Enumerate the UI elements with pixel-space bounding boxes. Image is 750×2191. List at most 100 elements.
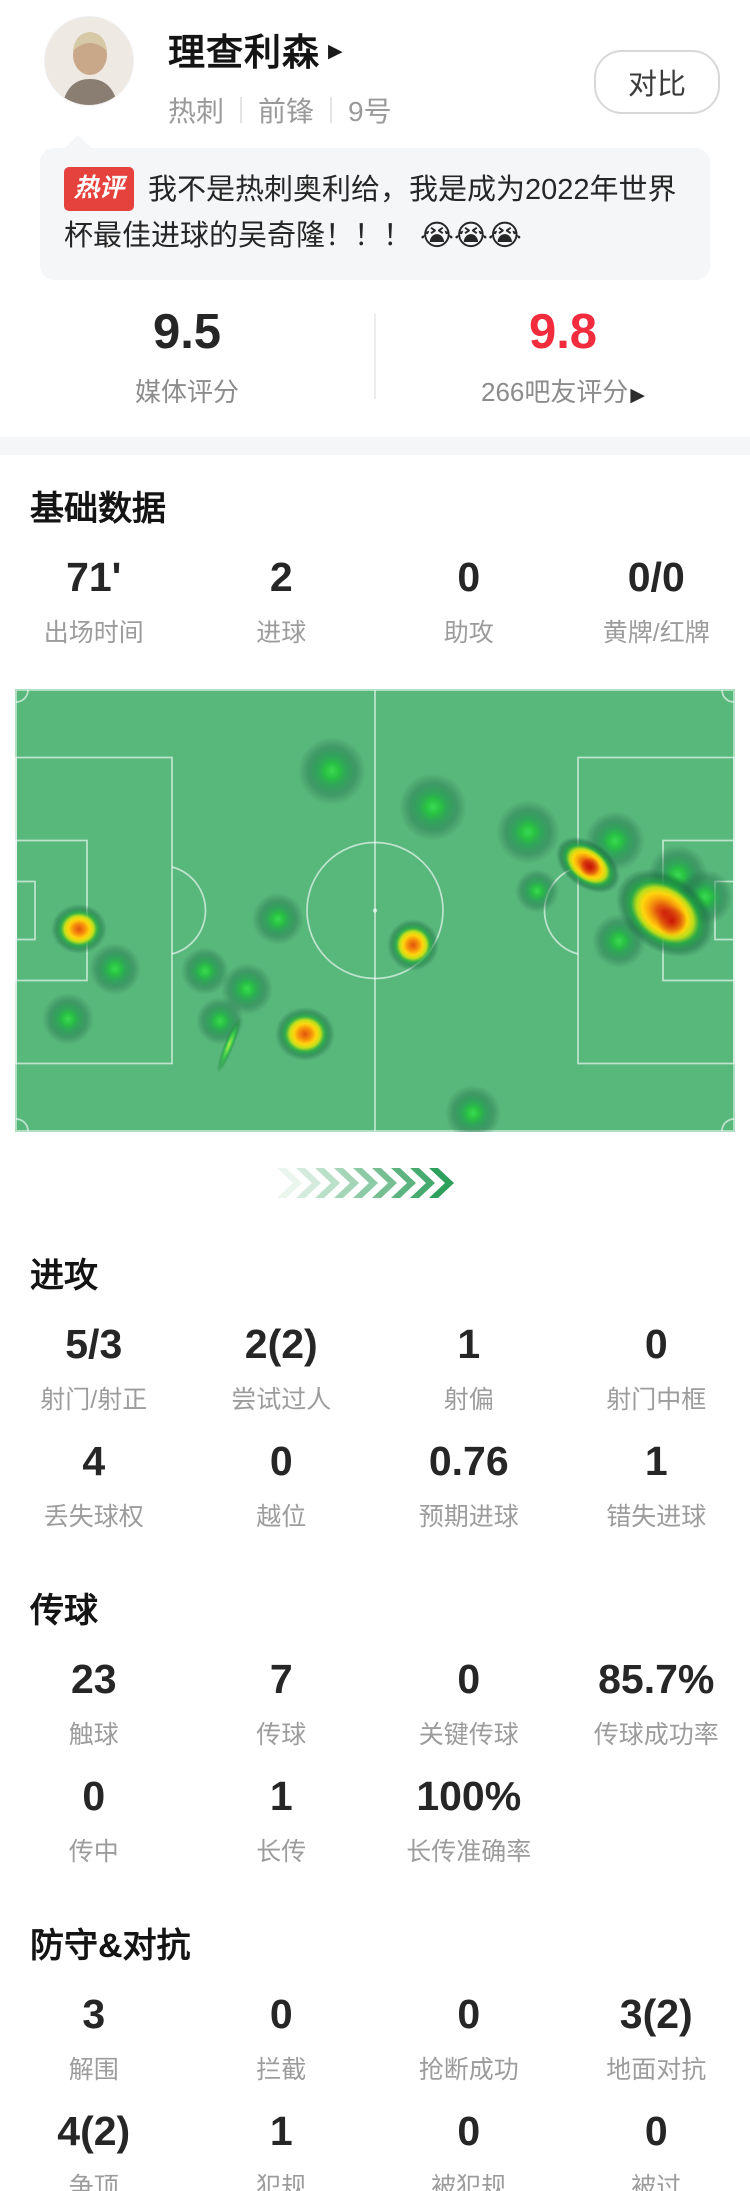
- section-title-basic: 基础数据: [30, 490, 166, 529]
- stat-value: 0: [82, 1773, 106, 1820]
- media-rating-label: 媒体评分: [134, 377, 239, 408]
- stat-cell: 2 进球: [188, 554, 376, 649]
- stat-label: 越位: [256, 1503, 307, 1532]
- stat-cell: 85.7% 传球成功率: [563, 1656, 750, 1751]
- shirt-number: 9号: [348, 96, 392, 127]
- compare-button[interactable]: 对比: [593, 50, 720, 114]
- stat-label: 关键传球: [418, 1721, 519, 1750]
- player-meta: 理查利森 ▶ 热刺 前锋 9号: [168, 16, 392, 130]
- stat-cell: 0 被犯规: [375, 2108, 563, 2191]
- player-avatar[interactable]: [44, 16, 134, 106]
- stat-row: 23 触球 7 传球 0 关键传球 85.7% 传球成功率: [0, 1656, 750, 1751]
- media-rating-value: 9.5: [152, 305, 222, 360]
- stat-cell: 1 长传: [188, 1773, 376, 1868]
- fans-rating[interactable]: 9.8 266吧友评分 ▶: [376, 304, 750, 409]
- stat-value: 0: [457, 1656, 481, 1703]
- stat-cell: 71' 出场时间: [0, 554, 188, 649]
- stat-cell: 1 错失进球: [563, 1438, 750, 1533]
- stat-cell: 7 传球: [188, 1656, 376, 1751]
- stat-cell: 5/3 射门/射正: [0, 1321, 188, 1416]
- stat-label: 被过: [631, 2173, 682, 2191]
- chevron-arrows-icon: [277, 1168, 454, 1199]
- player-name-row[interactable]: 理查利森 ▶: [168, 22, 392, 76]
- stat-label: 拦截: [256, 2056, 307, 2085]
- stat-label: 尝试过人: [231, 1386, 332, 1415]
- name-arrow-icon: ▶: [328, 40, 343, 62]
- football-pitch: [15, 689, 735, 1142]
- stat-cell: 0/0 黄牌/红牌: [563, 554, 750, 649]
- stat-value: 23: [70, 1656, 117, 1703]
- hot-comment-badge: 热评: [64, 167, 135, 211]
- stat-label: 丢失球权: [43, 1503, 144, 1532]
- defense-stats-grid: 3 解围 0 拦截 0 抢断成功 3(2) 地面对抗 4(2) 争顶 1 犯规 0 被犯规 0 被过: [0, 1991, 750, 2191]
- fans-rating-value: 9.8: [528, 305, 598, 360]
- stat-cell: 0 被过: [563, 2108, 750, 2191]
- stat-label: 助攻: [443, 619, 494, 648]
- stat-cell: 3 解围: [0, 1991, 188, 2086]
- stat-cell: 0 传中: [0, 1773, 188, 1868]
- stat-value: 3(2): [619, 1991, 693, 2038]
- stat-label: 地面对抗: [606, 2056, 707, 2085]
- stat-row: 71' 出场时间 2 进球 0 助攻 0/0 黄牌/红牌: [0, 554, 750, 649]
- stat-cell: 0 抢断成功: [375, 1991, 563, 2086]
- stat-cell: 2(2) 尝试过人: [188, 1321, 376, 1416]
- stat-label: 触球: [68, 1721, 119, 1750]
- passing-stats-grid: 23 触球 7 传球 0 关键传球 85.7% 传球成功率 0 传中 1 长传 100% 长传准确率: [0, 1656, 750, 1868]
- hot-comment-bubble[interactable]: 热评 我不是热刺奥利给，我是成为2022年世界杯最佳进球的吴奇隆！！！ 😭😭😭: [40, 148, 710, 281]
- stat-label: 黄牌/红牌: [602, 619, 710, 648]
- stat-value: 1: [269, 2108, 293, 2155]
- stat-cell: 0 拦截: [188, 1991, 376, 2086]
- player-position: 前锋: [258, 96, 315, 127]
- stat-value: 3: [82, 1991, 106, 2038]
- section-title-passing: 传球: [30, 1592, 98, 1631]
- fans-rating-label: 266吧友评分 ▶: [480, 377, 645, 408]
- team-name: 热刺: [168, 96, 225, 127]
- section-title-defense: 防守&对抗: [30, 1927, 191, 1966]
- stat-value: 2: [269, 554, 293, 601]
- section-divider: [0, 437, 750, 456]
- player-subinfo: 热刺 前锋 9号: [168, 90, 392, 130]
- stat-label: 传球: [256, 1721, 307, 1750]
- stat-label: 争顶: [68, 2173, 119, 2191]
- stat-label: 传中: [68, 1838, 119, 1867]
- stat-label: 错失进球: [606, 1503, 707, 1532]
- attack-stats-grid: 5/3 射门/射正 2(2) 尝试过人 1 射偏 0 射门中框 4 丢失球权 0 越位 0.76 预期进球…: [0, 1321, 750, 1533]
- stat-value: 1: [457, 1321, 481, 1368]
- stat-value: 0: [269, 1991, 293, 2038]
- divider: [240, 97, 243, 123]
- stat-label: 传球成功率: [593, 1721, 719, 1750]
- media-rating: 9.5 媒体评分: [0, 304, 374, 409]
- section-title-attack: 进攻: [30, 1257, 98, 1296]
- stat-value: 0: [457, 2108, 481, 2155]
- stat-cell: 100% 长传准确率: [375, 1773, 563, 1868]
- stat-value: 2(2): [244, 1321, 318, 1368]
- stat-cell: 4 丢失球权: [0, 1438, 188, 1533]
- stat-value: 5/3: [65, 1321, 123, 1368]
- stat-row: 0 传中 1 长传 100% 长传准确率: [0, 1773, 750, 1868]
- stat-cell: 23 触球: [0, 1656, 188, 1751]
- stat-label: 射门/射正: [40, 1386, 148, 1415]
- stat-label: 长传准确率: [406, 1838, 532, 1867]
- player-name: 理查利森: [168, 32, 320, 73]
- stat-label: 进球: [256, 619, 307, 648]
- stat-value: 100%: [416, 1773, 522, 1820]
- stat-value: 85.7%: [598, 1656, 715, 1703]
- stat-label: 预期进球: [418, 1503, 519, 1532]
- stat-row: 5/3 射门/射正 2(2) 尝试过人 1 射偏 0 射门中框: [0, 1321, 750, 1416]
- stat-label: 被犯规: [431, 2173, 507, 2191]
- stat-label: 长传: [256, 1838, 307, 1867]
- stat-row: 4(2) 争顶 1 犯规 0 被犯规 0 被过: [0, 2108, 750, 2191]
- stat-row: 4 丢失球权 0 越位 0.76 预期进球 1 错失进球: [0, 1438, 750, 1533]
- stat-cell: 3(2) 地面对抗: [563, 1991, 750, 2086]
- heatmap-spots: [42, 737, 733, 1142]
- divider: [374, 314, 376, 400]
- stat-value: 7: [269, 1656, 293, 1703]
- stat-label: 射门中框: [606, 1386, 707, 1415]
- stat-label: 出场时间: [43, 619, 144, 648]
- stat-row: 3 解围 0 拦截 0 抢断成功 3(2) 地面对抗: [0, 1991, 750, 2086]
- hot-comment-text: 我不是热刺奥利给，我是成为2022年世界杯最佳进球的吴奇隆！！！ 😭😭😭: [64, 174, 677, 252]
- pitch-lines: [15, 689, 735, 1132]
- stat-cell: 0 射门中框: [563, 1321, 750, 1416]
- stat-cell: 0 越位: [188, 1438, 376, 1533]
